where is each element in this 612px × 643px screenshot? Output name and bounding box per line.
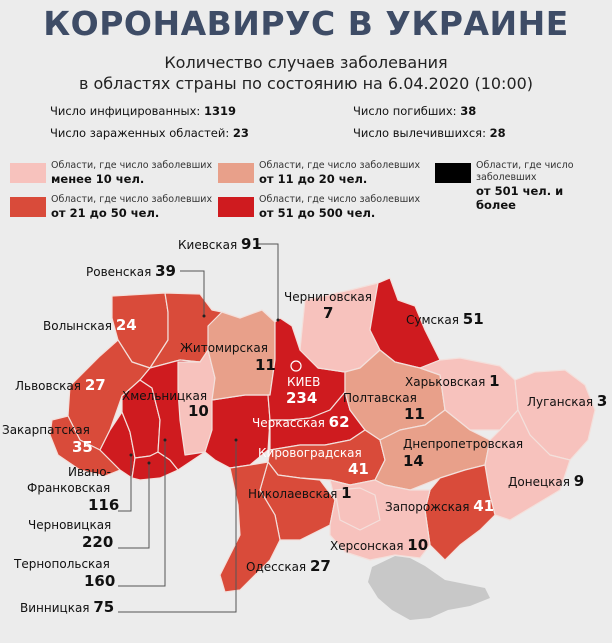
label-ivano-frankivska-1: Ивано- xyxy=(68,465,111,479)
legend-item-under-10: Области, где число заболевших менее 10 че… xyxy=(10,160,212,186)
region-zhytomyrska xyxy=(207,309,276,401)
legend-swatch xyxy=(10,197,46,217)
label-khmelnytska: Хмельницкая xyxy=(122,389,207,403)
label-poltavska: Полтавская xyxy=(343,391,417,405)
label-zhytomyrska: Житомирская xyxy=(180,341,268,355)
legend-item-11-20: Области, где число заболевших от 11 до 20… xyxy=(218,160,420,186)
label-kirovohradska: Кировоградская xyxy=(258,446,362,460)
label-dnipropetrovska: Днепропетровская xyxy=(403,437,523,451)
label-volynska: Волынская 24 xyxy=(43,316,137,334)
label-rivnenska: Ровенская 39 xyxy=(86,262,176,280)
label-zakarpatska: Закарпатская xyxy=(2,423,90,437)
stat-regions: Число зараженных областей: 23 xyxy=(50,126,249,140)
value-dnipropetrovska: 14 xyxy=(403,452,424,470)
value-kirovohradska: 41 xyxy=(348,460,369,478)
label-kharkivska: Харьковская 1 xyxy=(405,372,500,390)
stat-recovered: Число вылечившихся: 28 xyxy=(353,126,506,140)
value-ternopilska: 160 xyxy=(84,572,115,590)
label-luhanska: Луганская 3 xyxy=(527,392,607,410)
label-zaporizka: Запорожская 41 xyxy=(385,497,494,515)
label-mykolaivska: Николаевская 1 xyxy=(248,484,352,502)
crimea-region xyxy=(368,556,490,620)
label-kyivska: Киевская 91 xyxy=(178,235,262,253)
page-subtitle: Количество случаев заболевания в областя… xyxy=(0,52,612,94)
label-chernihivska: Черниговская xyxy=(284,290,372,304)
value-kyiv: 234 xyxy=(286,389,317,407)
value-chernihivska: 7 xyxy=(323,304,333,322)
legend-swatch xyxy=(10,163,46,183)
label-cherkaska: Черкасская 62 xyxy=(252,413,350,431)
value-ivano-frankivska: 116 xyxy=(88,496,119,514)
legend-swatch xyxy=(218,197,254,217)
subtitle-line-2: в областях страны по состоянию на 6.04.2… xyxy=(78,74,534,93)
label-sumska: Сумская 51 xyxy=(406,310,484,328)
legend-swatch xyxy=(435,163,471,183)
stat-infected: Число инфицированных: 1319 xyxy=(50,104,236,118)
stat-deaths: Число погибших: 38 xyxy=(353,104,477,118)
value-zakarpatska: 35 xyxy=(72,438,93,456)
region-khersonska-east xyxy=(334,487,381,531)
legend-item-over-500: Области, где число заболевших от 501 чел.… xyxy=(435,160,606,212)
label-chernivetska: Черновицкая xyxy=(28,518,111,532)
value-chernivetska: 220 xyxy=(82,533,113,551)
label-odeska: Одесская 27 xyxy=(246,557,331,575)
label-ivano-frankivska-2: Франковская xyxy=(27,481,110,495)
label-kyiv: КИЕВ xyxy=(287,375,320,389)
value-poltavska: 11 xyxy=(404,405,425,423)
value-khmelnytska: 10 xyxy=(188,402,209,420)
region-zakarpatska xyxy=(49,415,121,477)
label-lvivska: Львовская 27 xyxy=(15,376,106,394)
value-zhytomyrska: 11 xyxy=(255,356,276,374)
subtitle-line-1: Количество случаев заболевания xyxy=(164,53,448,72)
page-title: КОРОНАВИРУС В УКРАИНЕ xyxy=(43,4,569,43)
legend-swatch xyxy=(218,163,254,183)
label-donetska: Донецкая 9 xyxy=(508,472,584,490)
label-ternopilska: Тернопольская xyxy=(13,557,110,571)
kyiv-city-marker xyxy=(290,360,302,372)
label-khersonska: Херсонская 10 xyxy=(330,536,428,554)
region-odeska xyxy=(219,461,281,593)
legend-item-51-500: Области, где число заболевших от 51 до 50… xyxy=(218,194,420,220)
label-vinnytska: Винницкая 75 xyxy=(20,598,114,616)
legend-item-21-50: Области, где число заболевших от 21 до 50… xyxy=(10,194,212,220)
